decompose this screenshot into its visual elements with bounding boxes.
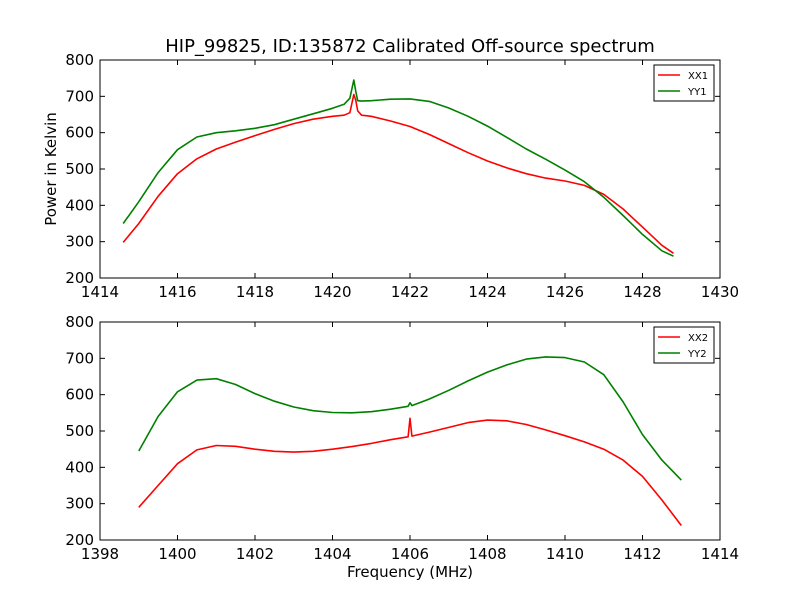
series-line-xx2 [138, 417, 682, 526]
legend-label-yy1: YY1 [687, 87, 707, 98]
legend-label-xx2: XX2 [688, 333, 708, 344]
y-tick-label: 200 [65, 531, 94, 549]
series-line-yy1 [122, 79, 674, 257]
y-tick-label: 800 [65, 313, 94, 331]
series-line-xx1 [122, 93, 674, 254]
plot-frame [99, 321, 721, 541]
y-tick-label: 400 [65, 458, 94, 476]
x-tick-label: 1404 [313, 545, 351, 563]
y-tick-label: 300 [65, 233, 94, 251]
y-tick-label: 500 [65, 422, 94, 440]
x-tick-label: 1402 [236, 545, 274, 563]
x-tick-label: 1424 [468, 283, 506, 301]
x-tick-label: 1422 [391, 283, 429, 301]
x-tick-label: 1414 [701, 545, 739, 563]
x-tick-label: 1430 [701, 283, 739, 301]
y-tick-label: 700 [65, 87, 94, 105]
x-axis-label: Frequency (MHz) [347, 563, 473, 581]
y-tick-label: 500 [65, 160, 94, 178]
plot-frame [99, 59, 721, 279]
x-tick-label: 1406 [391, 545, 429, 563]
y-tick-label: 600 [65, 386, 94, 404]
x-tick-label: 1414 [81, 283, 119, 301]
x-tick-label: 1400 [158, 545, 196, 563]
y-tick-label: 300 [65, 495, 94, 513]
x-tick-label: 1410 [546, 545, 584, 563]
x-tick-label: 1426 [546, 283, 584, 301]
chart-title: HIP_99825, ID:135872 Calibrated Off-sour… [165, 36, 655, 57]
legend-box [653, 326, 715, 364]
x-tick-label: 1416 [158, 283, 196, 301]
y-tick-label: 600 [65, 124, 94, 142]
chart-panel-1: 1414 1416 1418 1420 1422 1424 1426 1428 1430 200 3… [42, 36, 739, 301]
x-tick-label: 1412 [623, 545, 661, 563]
y-axis-label: Power in Kelvin [42, 112, 60, 226]
y-tick-label: 700 [65, 349, 94, 367]
legend-label-yy2: YY2 [687, 349, 707, 360]
x-tick-label: 1418 [236, 283, 274, 301]
x-tick-label: 1428 [623, 283, 661, 301]
chart-panel-2: 1398 1400 1402 1404 1406 1408 1410 1412 1414 200 3… [65, 313, 739, 581]
series-line-yy2 [138, 356, 682, 481]
x-tick-label: 1408 [468, 545, 506, 563]
y-tick-label: 200 [65, 269, 94, 287]
x-tick-label: 1398 [81, 545, 119, 563]
y-tick-label: 800 [65, 51, 94, 69]
x-tick-label: 1420 [313, 283, 351, 301]
y-tick-label: 400 [65, 196, 94, 214]
legend-box [653, 64, 715, 102]
legend-label-xx1: XX1 [688, 71, 708, 82]
